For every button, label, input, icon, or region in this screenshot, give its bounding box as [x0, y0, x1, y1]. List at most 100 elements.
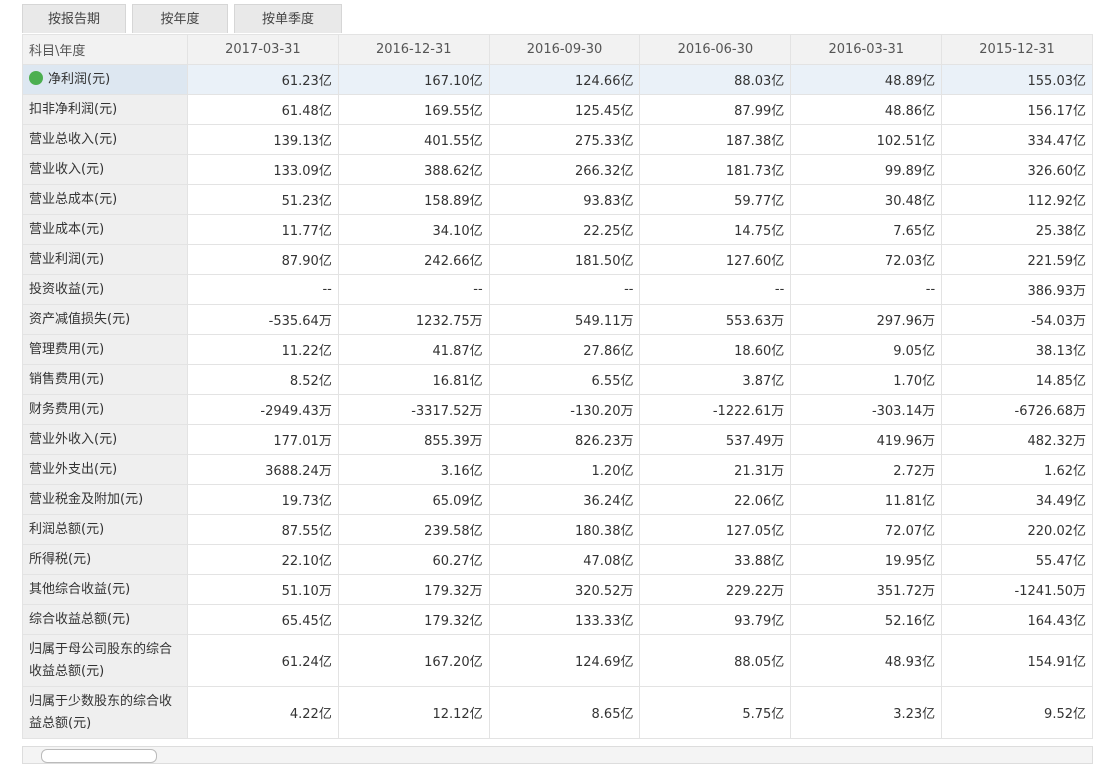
value-cell: 167.10亿 [337, 64, 490, 95]
row-label-text: 资产减值损失(元) [29, 311, 131, 327]
value-cell: 34.10亿 [337, 214, 490, 245]
value-cell: 553.63万 [639, 304, 792, 335]
value-cell: 229.22万 [639, 574, 792, 605]
row-label: 净利润(元) [22, 64, 188, 95]
value-cell: 155.03亿 [941, 64, 1093, 95]
value-cell: 9.52亿 [941, 686, 1093, 739]
value-cell: 549.11万 [488, 304, 641, 335]
value-cell: 22.06亿 [639, 484, 792, 515]
row-label-text: 扣非净利润(元) [29, 101, 118, 117]
value-cell: 187.38亿 [639, 124, 792, 155]
value-cell: 47.08亿 [488, 544, 641, 575]
table-row: 综合收益总额(元) 65.45亿 179.32亿 133.33亿 93.79亿 52.16… [22, 604, 1093, 635]
value-cell: 93.83亿 [488, 184, 641, 215]
row-label: 资产减值损失(元) [22, 304, 188, 335]
value-cell: 61.24亿 [187, 634, 339, 687]
value-cell: 51.10万 [187, 574, 339, 605]
scroll-thumb[interactable] [41, 749, 157, 763]
row-label: 投资收益(元) [22, 274, 188, 305]
tab-bar: 按报告期 按年度 按单季度 [22, 4, 342, 34]
row-label-text: 营业外支出(元) [29, 461, 118, 477]
row-label-text: 销售费用(元) [29, 371, 105, 387]
row-label: 营业总收入(元) [22, 124, 188, 155]
row-label-text: 管理费用(元) [29, 341, 105, 357]
tab[interactable]: 按报告期 [22, 4, 126, 33]
value-cell: -303.14万 [790, 394, 943, 425]
value-cell: 133.33亿 [488, 604, 641, 635]
value-cell: 11.81亿 [790, 484, 943, 515]
value-cell: 127.05亿 [639, 514, 792, 545]
value-cell: -2949.43万 [187, 394, 339, 425]
value-cell: 3688.24万 [187, 454, 339, 485]
table-row: 投资收益(元) -- -- -- -- -- 386.93万 [22, 274, 1093, 305]
row-label: 营业成本(元) [22, 214, 188, 245]
value-cell: 55.47亿 [941, 544, 1093, 575]
value-cell: 537.49万 [639, 424, 792, 455]
value-cell: 388.62亿 [337, 154, 490, 185]
row-label: 利润总额(元) [22, 514, 188, 545]
row-label: 综合收益总额(元) [22, 604, 188, 635]
value-cell: 33.88亿 [639, 544, 792, 575]
value-cell: -- [187, 274, 339, 305]
value-cell: 266.32亿 [488, 154, 641, 185]
finance-table: 科目\年度 2017-03-31 2016-12-31 2016-09-30 2016-… [22, 34, 1093, 739]
row-label: 营业总成本(元) [22, 184, 188, 215]
table-row: 归属于少数股东的综合收益总额(元) 4.22亿 12.12亿 8.65亿 5.75亿 3.… [22, 686, 1093, 739]
value-cell: 61.23亿 [187, 64, 339, 95]
value-cell: 154.91亿 [941, 634, 1093, 687]
value-cell: -1241.50万 [941, 574, 1093, 605]
row-label-text: 归属于少数股东的综合收益总额(元) [29, 693, 173, 731]
value-cell: 164.43亿 [941, 604, 1093, 635]
table-row: 归属于母公司股东的综合收益总额(元) 61.24亿 167.20亿 124.69亿 88… [22, 634, 1093, 687]
tab[interactable]: 按年度 [132, 4, 228, 33]
value-cell: 156.17亿 [941, 94, 1093, 125]
value-cell: 139.13亿 [187, 124, 339, 155]
value-cell: 41.87亿 [337, 334, 490, 365]
value-cell: 22.25亿 [488, 214, 641, 245]
row-label-text: 营业成本(元) [29, 221, 105, 237]
row-label: 营业收入(元) [22, 154, 188, 185]
row-label: 归属于少数股东的综合收益总额(元) [22, 686, 188, 739]
row-label-text: 所得税(元) [29, 551, 92, 567]
value-cell: -535.64万 [187, 304, 339, 335]
value-cell: 351.72万 [790, 574, 943, 605]
value-cell: 297.96万 [790, 304, 943, 335]
value-cell: 181.73亿 [639, 154, 792, 185]
row-label: 营业外收入(元) [22, 424, 188, 455]
value-cell: 1.20亿 [488, 454, 641, 485]
value-cell: 1.62亿 [941, 454, 1093, 485]
value-cell: 6.55亿 [488, 364, 641, 395]
value-cell: 482.32万 [941, 424, 1093, 455]
value-cell: 8.65亿 [488, 686, 641, 739]
value-cell: -- [337, 274, 490, 305]
value-cell: 179.32亿 [337, 604, 490, 635]
value-cell: 334.47亿 [941, 124, 1093, 155]
value-cell: 3.87亿 [639, 364, 792, 395]
tab[interactable]: 按单季度 [234, 4, 342, 33]
scrollbar[interactable] [22, 746, 1093, 764]
row-label-text: 营业外收入(元) [29, 431, 118, 447]
row-label-text: 营业税金及附加(元) [29, 491, 144, 507]
row-label-text: 综合收益总额(元) [29, 611, 131, 627]
table-row: 管理费用(元) 11.22亿 41.87亿 27.86亿 18.60亿 9.05亿 38.1… [22, 334, 1093, 365]
value-cell: 30.48亿 [790, 184, 943, 215]
value-cell: 51.23亿 [187, 184, 339, 215]
value-cell: 4.22亿 [187, 686, 339, 739]
row-label-text: 营业总收入(元) [29, 131, 118, 147]
value-cell: 25.38亿 [941, 214, 1093, 245]
row-label: 营业利润(元) [22, 244, 188, 275]
value-cell: -1222.61万 [639, 394, 792, 425]
value-cell: 320.52万 [488, 574, 641, 605]
value-cell: 48.93亿 [790, 634, 943, 687]
row-label: 营业外支出(元) [22, 454, 188, 485]
value-cell: 87.99亿 [639, 94, 792, 125]
table-row: 营业收入(元) 133.09亿 388.62亿 266.32亿 181.73亿 99.89… [22, 154, 1093, 185]
value-cell: 93.79亿 [639, 604, 792, 635]
value-cell: 14.75亿 [639, 214, 792, 245]
row-label-text: 财务费用(元) [29, 401, 105, 417]
table-row: 营业成本(元) 11.77亿 34.10亿 22.25亿 14.75亿 7.65亿 25.3… [22, 214, 1093, 245]
value-cell: 65.45亿 [187, 604, 339, 635]
value-cell: 18.60亿 [639, 334, 792, 365]
row-label: 归属于母公司股东的综合收益总额(元) [22, 634, 188, 687]
value-cell: -3317.52万 [337, 394, 490, 425]
